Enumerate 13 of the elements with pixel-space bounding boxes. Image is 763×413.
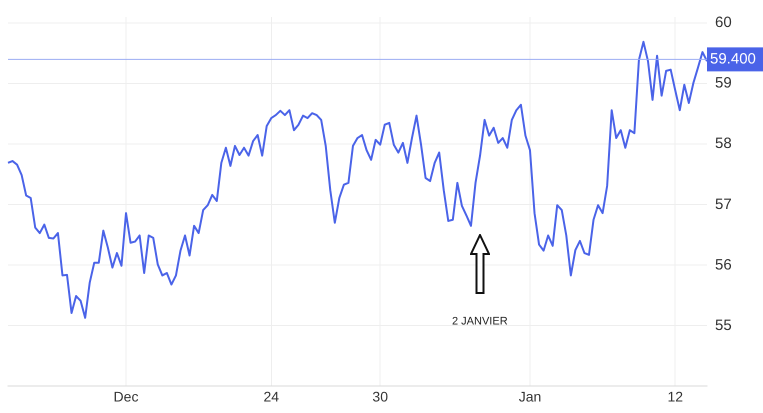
x-tick-label: Dec [114, 388, 138, 404]
x-tick-label: Jan [518, 388, 542, 404]
y-tick-label: 59 [715, 74, 732, 92]
x-tick-label: 30 [372, 388, 388, 404]
y-tick-label: 57 [715, 196, 732, 213]
y-tick-label: 56 [715, 256, 732, 274]
annotation: 2 JANVIER [452, 316, 508, 328]
ref-line-label: 59.400 [710, 50, 756, 68]
y-tick-label: 60 [715, 14, 732, 32]
y-tick-label: 58 [715, 135, 732, 152]
x-tick-label: 24 [263, 388, 280, 404]
x-tick-label: 12 [667, 388, 684, 404]
y-tick-label: 55 [715, 316, 732, 334]
